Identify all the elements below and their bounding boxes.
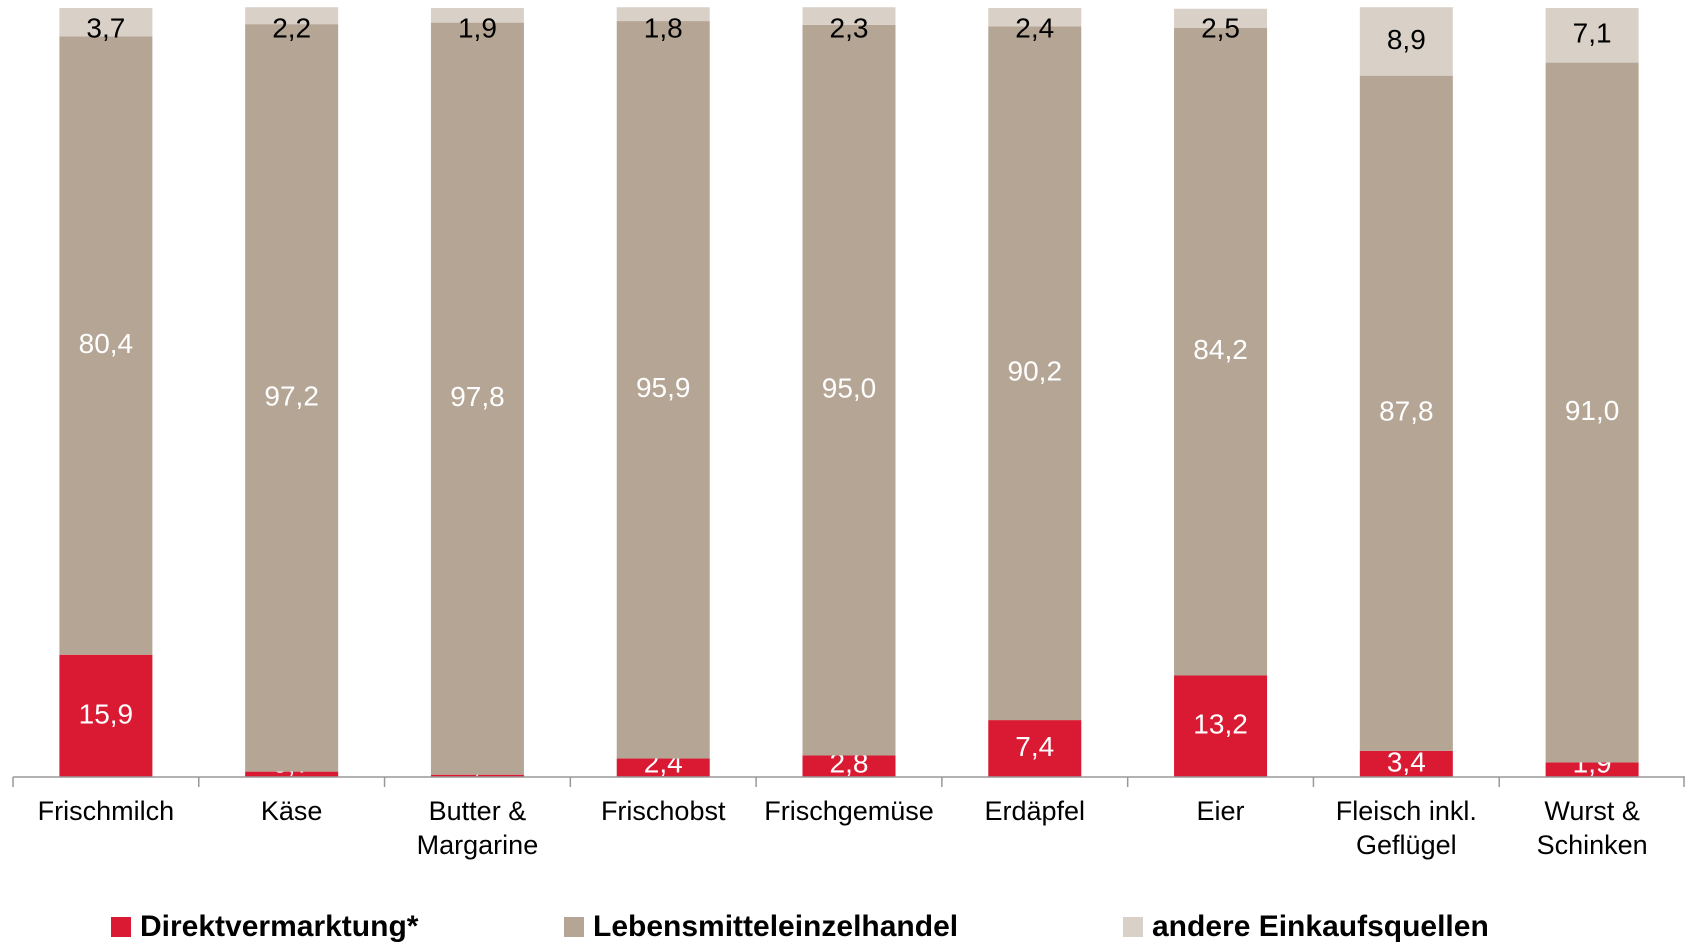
bar-segment — [1174, 8, 1268, 28]
data-label: 2,4 — [1015, 12, 1054, 43]
x-tick-label: Butter & Margarine — [416, 796, 539, 860]
bar-segment — [616, 7, 710, 22]
data-label: 2,2 — [272, 12, 311, 43]
data-label: 2,3 — [830, 12, 869, 43]
data-label: 80,4 — [79, 328, 134, 359]
legend-swatch — [564, 917, 584, 937]
bar-segment — [1545, 762, 1639, 777]
data-label: 2,5 — [1201, 12, 1240, 43]
bar-segment — [1359, 750, 1453, 777]
legend-swatch — [111, 917, 131, 937]
bar-segment — [988, 26, 1082, 721]
data-label: 95,9 — [636, 372, 691, 403]
data-label: 87,8 — [1379, 396, 1434, 427]
bar-segment — [59, 36, 153, 655]
data-label: 1,9 — [458, 12, 497, 43]
bar-segment — [616, 758, 710, 777]
bar-segment — [802, 755, 896, 777]
data-label: 7,4 — [1015, 731, 1054, 762]
x-tick-label: Wurst & Schinken — [1536, 796, 1648, 860]
bar-segment — [59, 654, 153, 777]
x-tick-label: Käse — [260, 796, 323, 826]
x-tick-label: Frischobst — [600, 796, 726, 826]
bar-segment — [1545, 62, 1639, 763]
data-label: 95,0 — [822, 373, 877, 404]
data-label: 84,2 — [1193, 334, 1248, 365]
data-label: 15,9 — [79, 698, 134, 729]
bar-segment — [430, 774, 524, 777]
data-label: 8,9 — [1387, 24, 1426, 55]
legend-label: Direktvermarktung* — [140, 910, 419, 943]
bar-segment — [245, 771, 339, 777]
legend-label: Lebensmitteleinzelhandel — [593, 910, 958, 943]
data-label: 3,7 — [86, 12, 125, 43]
bar-segment — [802, 7, 896, 25]
bar-segment — [616, 21, 710, 759]
bar-segment — [1174, 675, 1268, 777]
data-label: 90,2 — [1008, 356, 1063, 387]
x-tick-label: Erdäpfel — [984, 796, 1086, 826]
x-tick-label: Eier — [1196, 796, 1245, 826]
bar-segment — [245, 7, 339, 25]
data-label: 13,2 — [1193, 709, 1248, 740]
bar-segment — [802, 24, 896, 756]
data-label: 7,1 — [1573, 18, 1612, 49]
bar-segment — [245, 24, 339, 772]
data-label: 3,4 — [1387, 746, 1426, 777]
bar-segment — [1359, 7, 1453, 76]
bar-segment — [988, 8, 1082, 27]
x-tick-label: Frischgemüse — [764, 796, 934, 826]
bar-segment — [988, 720, 1082, 777]
data-label: 91,0 — [1565, 395, 1620, 426]
legend-swatch — [1123, 917, 1143, 937]
bar-segment — [430, 8, 524, 23]
x-tick-label: Fleisch inkl. Geflügel — [1335, 796, 1477, 860]
data-label: 1,8 — [644, 12, 683, 43]
bar-segment — [59, 8, 153, 37]
data-label: 97,2 — [264, 380, 319, 411]
bar-segment — [1174, 27, 1268, 676]
legend-label: andere Einkaufsquellen — [1152, 910, 1489, 943]
x-tick-label: Frischmilch — [37, 796, 175, 826]
bar-segment — [430, 22, 524, 775]
bar-segment — [1359, 75, 1453, 751]
data-label: 97,8 — [450, 381, 505, 412]
bar-segment — [1545, 8, 1639, 63]
